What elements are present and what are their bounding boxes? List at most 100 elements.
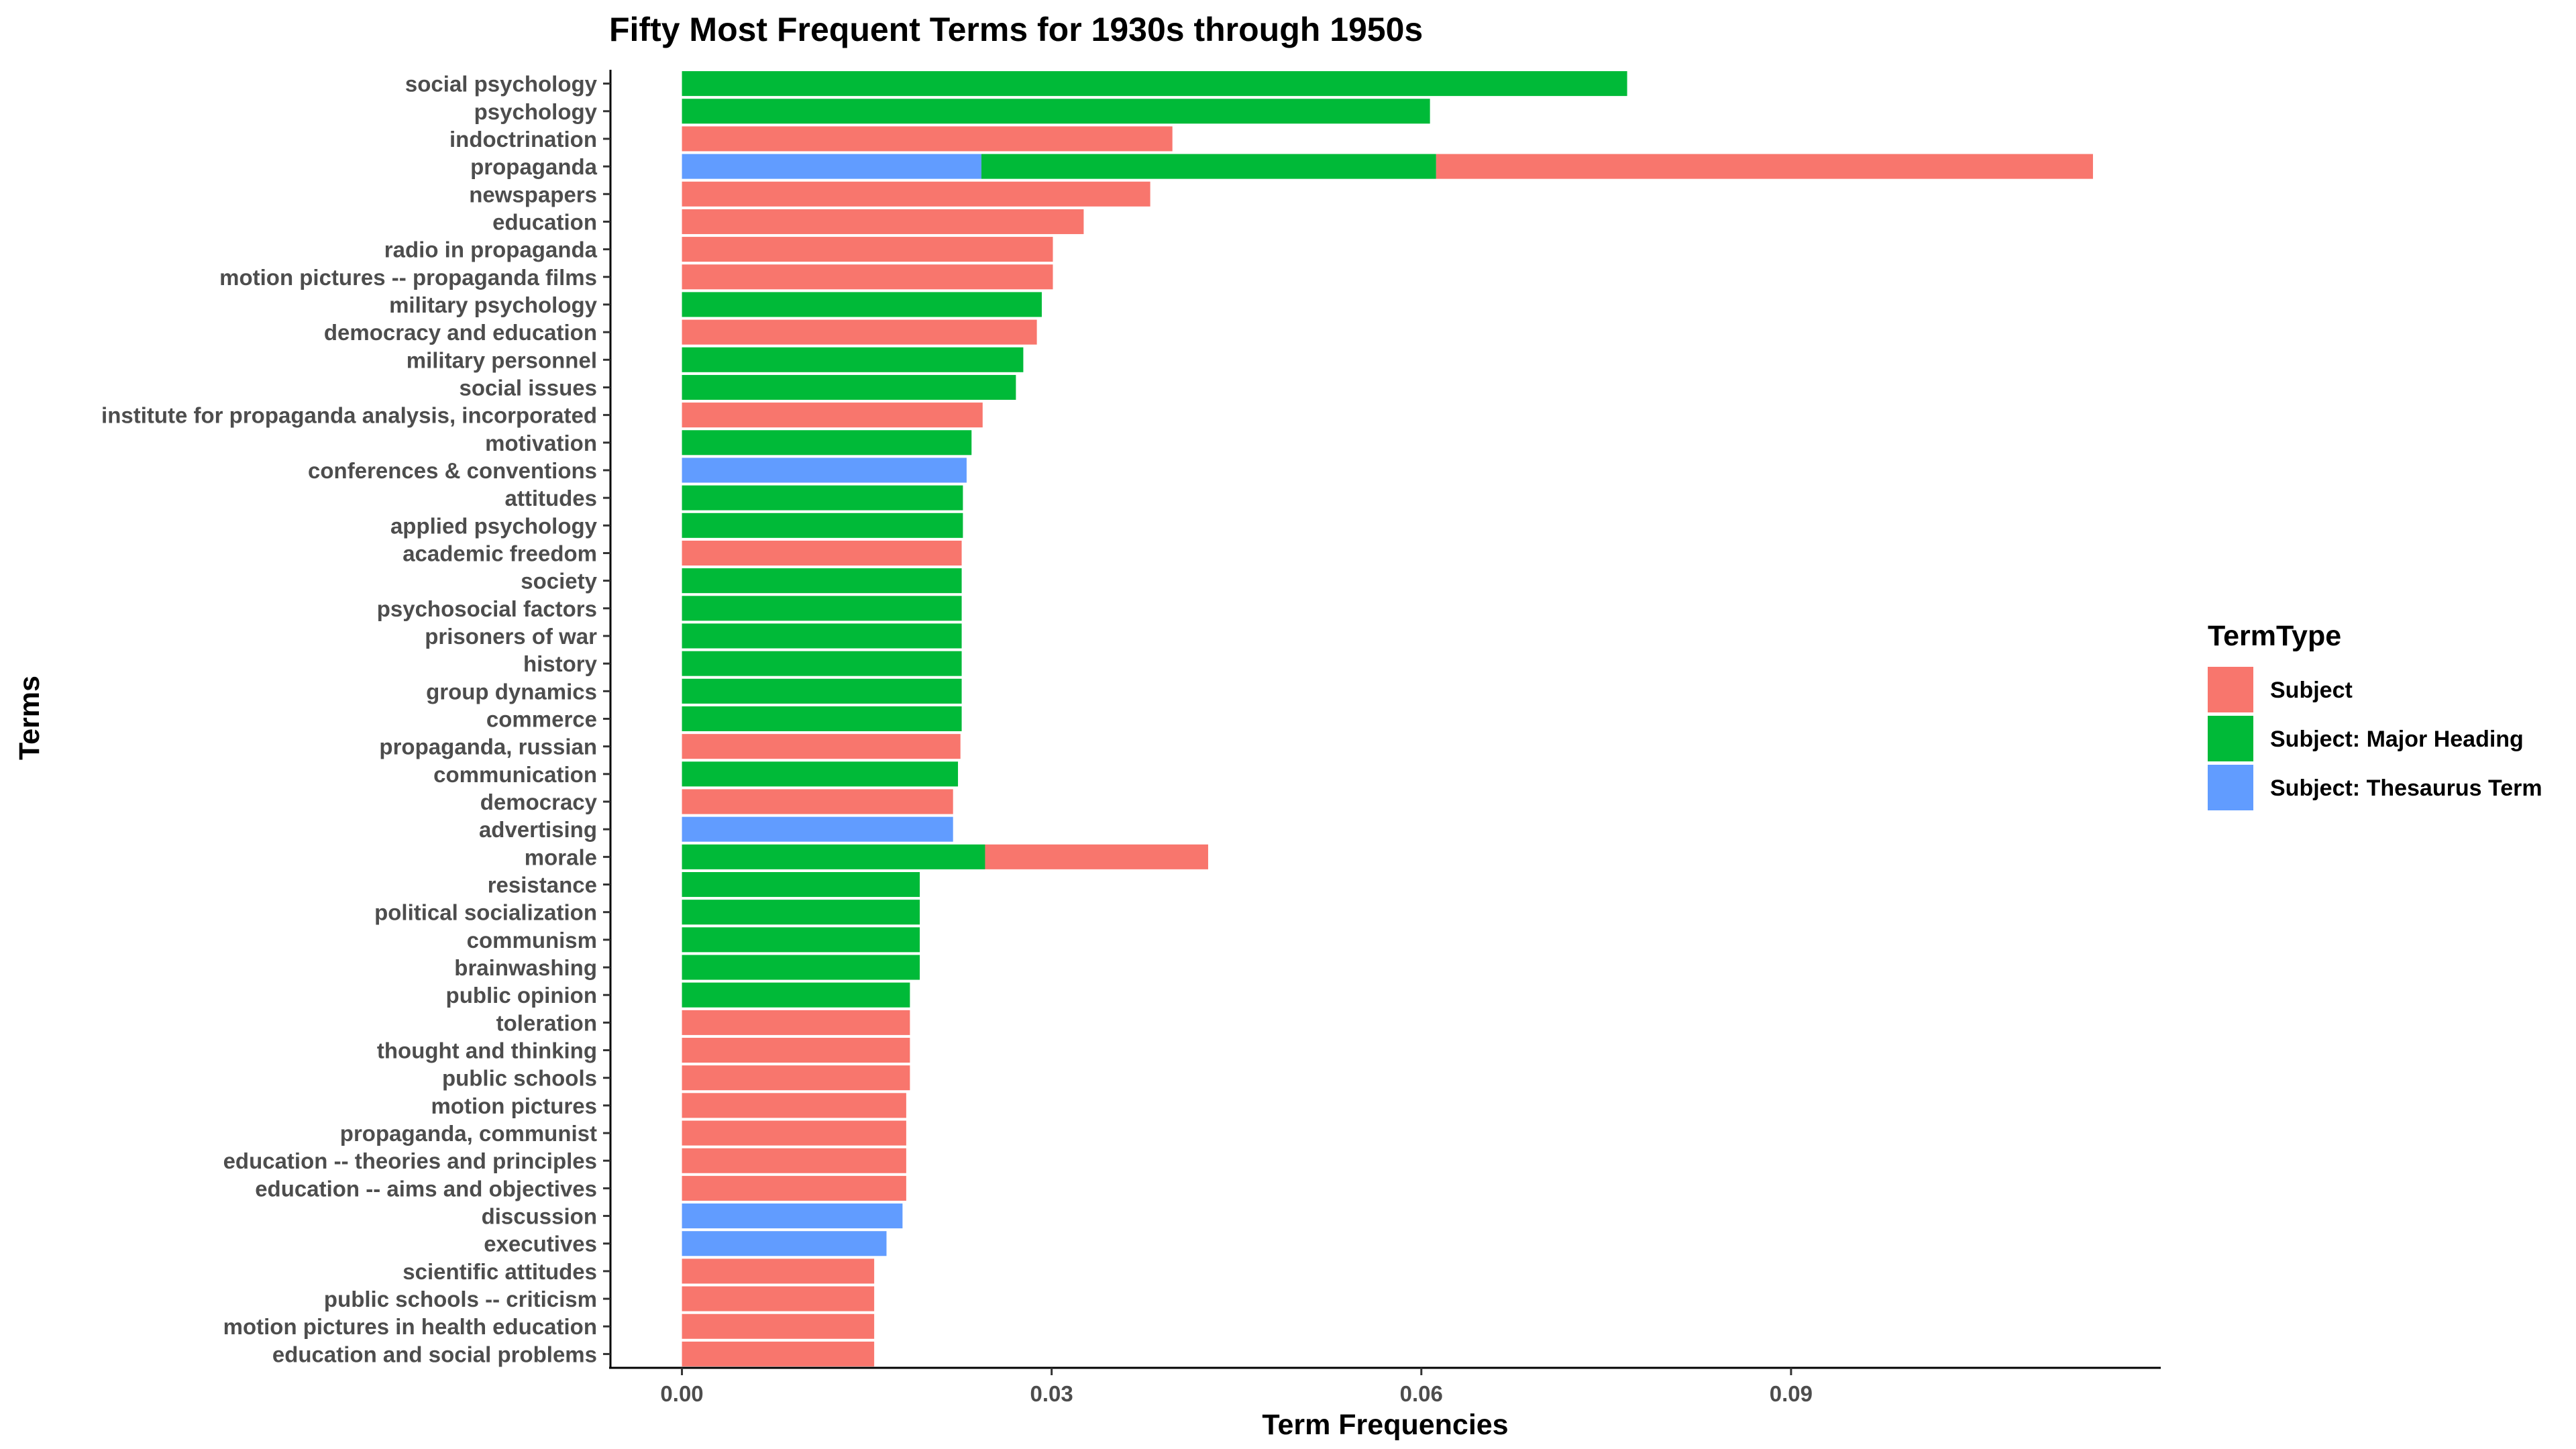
x-axis-title: Term Frequencies [1262, 1409, 1508, 1441]
y-tick-label: military psychology [389, 292, 598, 317]
bar-segment [682, 264, 1053, 290]
x-tick-label: 0.09 [1770, 1381, 1813, 1406]
y-tick-label: social issues [460, 375, 597, 400]
y-tick-label: conferences & conventions [308, 458, 597, 483]
bar-segment [682, 1203, 903, 1229]
y-tick-label: political socialization [374, 900, 597, 925]
legend: TermType Subject Subject: Major Heading Su… [2208, 620, 2542, 810]
y-tick-label: propaganda, russian [379, 735, 597, 759]
y-tick-label: motivation [485, 431, 597, 455]
y-tick-label: morale [525, 845, 597, 869]
bar-segment [682, 871, 920, 898]
bar-segment [682, 789, 953, 814]
bar-segment [682, 816, 953, 842]
bar-segment [682, 927, 920, 953]
y-tick-label: newspapers [469, 182, 597, 207]
y-tick-label: attitudes [504, 486, 597, 511]
bar-segment [682, 982, 910, 1008]
y-tick-label: education -- aims and objectives [255, 1176, 597, 1201]
bar-segment [682, 734, 961, 759]
bar-segment [682, 623, 962, 649]
y-tick-label: discussion [482, 1204, 597, 1229]
y-tick-label: education and social problems [272, 1342, 597, 1366]
y-tick-label: society [521, 569, 597, 594]
y-tick-label: history [523, 651, 598, 676]
bar-segment [682, 485, 963, 511]
y-tick-label: advertising [479, 817, 597, 842]
bar-segment [682, 430, 972, 455]
x-axis: 0.00 0.03 0.06 0.09 [609, 1366, 2161, 1406]
bar-segment [682, 1341, 875, 1366]
bar-segment [682, 1038, 910, 1063]
bar-segment [682, 154, 981, 179]
bar-segment [682, 1093, 906, 1118]
legend-label: Subject: Thesaurus Term [2270, 775, 2542, 801]
y-tick-label: commerce [486, 707, 597, 732]
bar-segment [682, 374, 1016, 400]
legend-swatch [2208, 667, 2253, 712]
bar-segment [682, 1313, 875, 1339]
bar-segment [682, 1175, 906, 1201]
bar-segment [682, 540, 962, 566]
bar-segment [682, 1258, 875, 1284]
y-tick-label: resistance [488, 873, 597, 898]
y-tick-label: scientific attitudes [402, 1259, 597, 1284]
y-tick-label: propaganda, communist [340, 1121, 597, 1146]
y-tick-label: military personnel [407, 347, 597, 372]
x-tick-label: 0.03 [1030, 1381, 1073, 1406]
bar-segment [682, 1065, 910, 1091]
bar-segment [682, 209, 1084, 234]
bar-segment [682, 1286, 875, 1311]
bar-segment [682, 513, 963, 538]
bar-segment [1436, 154, 2093, 179]
bar-segment [682, 596, 962, 621]
bar-segment [682, 71, 1627, 97]
legend-swatch [2208, 716, 2253, 761]
bar-segment [682, 761, 959, 787]
y-tick-label: applied psychology [390, 513, 598, 538]
y-tick-label: psychology [474, 99, 598, 124]
x-tick-label: 0.06 [1400, 1381, 1443, 1406]
bar-segment [682, 678, 962, 704]
bar-segment [682, 402, 983, 428]
bar-segment [682, 1120, 906, 1146]
y-tick-label: thought and thinking [377, 1038, 597, 1063]
bars-group [682, 71, 2093, 1366]
bar-segment [682, 292, 1042, 317]
x-tick-label: 0.00 [660, 1381, 703, 1406]
bar-segment [682, 319, 1037, 345]
legend-title: TermType [2208, 620, 2341, 652]
y-tick-label: motion pictures in health education [223, 1314, 597, 1339]
bar-segment [682, 237, 1053, 262]
y-tick-label: toleration [496, 1010, 597, 1035]
y-tick-label: communism [467, 928, 597, 953]
bar-segment [682, 900, 920, 925]
bar-segment [682, 347, 1024, 372]
chart-title: Fifty Most Frequent Terms for 1930s thro… [609, 11, 1423, 48]
y-tick-label: academic freedom [402, 541, 597, 566]
y-tick-label: brainwashing [454, 955, 597, 980]
bar-segment [682, 568, 962, 594]
bar-segment [682, 181, 1150, 207]
y-tick-label: public opinion [446, 983, 597, 1008]
bar-segment [981, 154, 1436, 179]
bar-segment [682, 1231, 887, 1256]
y-tick-label: psychosocial factors [377, 596, 597, 621]
y-tick-label: prisoners of war [425, 624, 597, 649]
legend-label: Subject: Major Heading [2270, 727, 2524, 752]
bar-segment [682, 1148, 906, 1173]
y-tick-label: communication [433, 762, 597, 787]
y-tick-label: social psychology [405, 72, 598, 97]
bar-segment [985, 844, 1208, 869]
y-tick-label: indoctrination [449, 127, 597, 152]
y-tick-label: institute for propaganda analysis, incor… [101, 403, 597, 428]
bar-segment [682, 955, 920, 980]
y-tick-label: propaganda [470, 154, 597, 179]
bar-segment [682, 1010, 910, 1035]
bar-segment [682, 126, 1173, 152]
bar-segment [682, 458, 967, 483]
bar-segment [682, 844, 985, 869]
y-axis-title: Terms [13, 676, 46, 760]
